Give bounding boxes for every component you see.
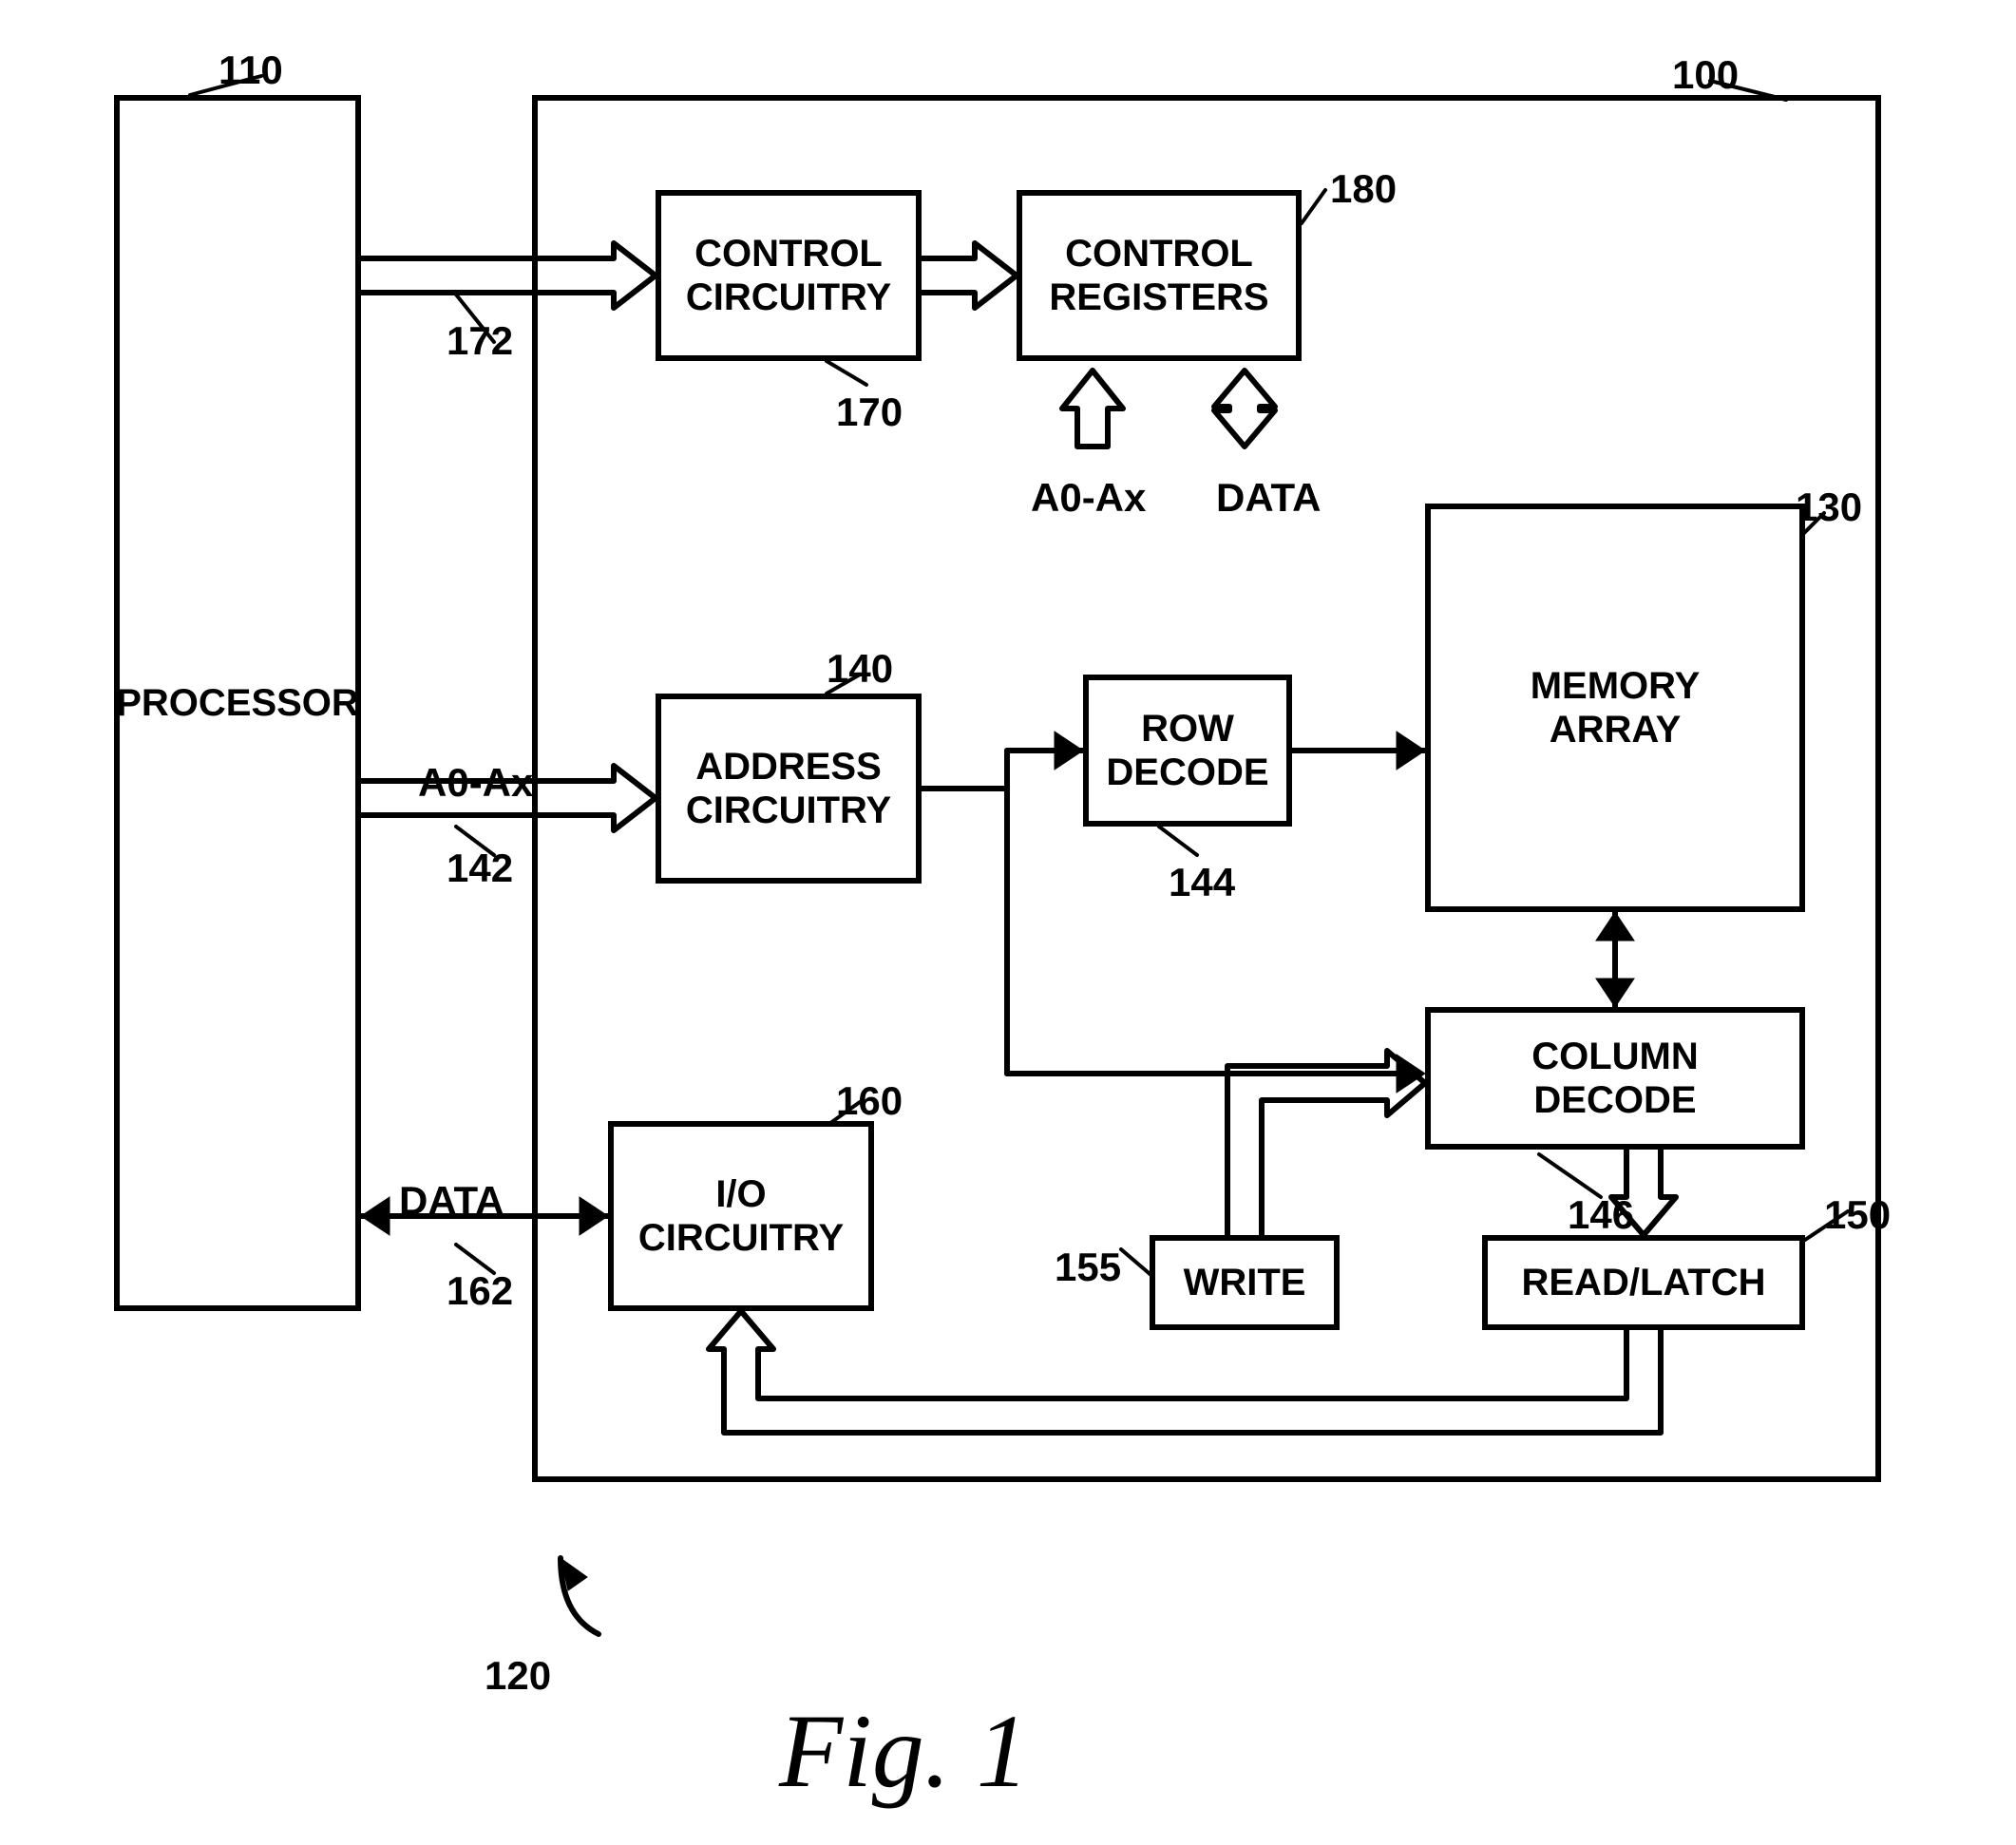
box-label-write: WRITE	[1184, 1261, 1306, 1304]
box-label-read-latch: READ/LATCH	[1521, 1261, 1765, 1304]
label-ref-162: 162	[447, 1268, 513, 1314]
label-ref-110: 110	[219, 48, 283, 93]
box-label-column-decode: COLUMNDECODE	[1531, 1035, 1699, 1122]
label-ref-130: 130	[1796, 485, 1862, 530]
label-ref-140: 140	[827, 646, 893, 692]
box-row-decode: ROWDECODE	[1083, 675, 1292, 827]
label-ref-172: 172	[447, 318, 513, 364]
label-ref-170: 170	[836, 390, 903, 435]
label-ref-100: 100	[1672, 52, 1739, 98]
box-write: WRITE	[1150, 1235, 1340, 1330]
diagram-stage: PROCESSOR CONTROLCIRCUITRY CONTROLREGISTER…	[0, 0, 2016, 1845]
box-column-decode: COLUMNDECODE	[1425, 1007, 1805, 1150]
box-label-control-circuitry: CONTROLCIRCUITRY	[686, 232, 891, 319]
box-io-circuitry: I/OCIRCUITRY	[608, 1121, 874, 1311]
box-processor: PROCESSOR	[114, 95, 361, 1311]
label-ref-120: 120	[485, 1653, 551, 1699]
box-control-circuitry: CONTROLCIRCUITRY	[656, 190, 922, 361]
figure-caption: Fig. 1	[779, 1691, 1029, 1812]
box-label-row-decode: ROWDECODE	[1106, 707, 1268, 794]
label-ref-150: 150	[1824, 1192, 1891, 1238]
box-label-control-registers: CONTROLREGISTERS	[1049, 232, 1268, 319]
box-address-circuitry: ADDRESSCIRCUITRY	[656, 694, 922, 884]
box-control-registers: CONTROLREGISTERS	[1017, 190, 1302, 361]
label-a0ax-ctrl: A0-Ax	[1031, 475, 1146, 521]
box-memory-array: MEMORYARRAY	[1425, 504, 1805, 912]
label-a0ax-addr: A0-Ax	[418, 760, 533, 806]
label-ref-144: 144	[1169, 860, 1235, 905]
label-ref-142: 142	[447, 846, 513, 891]
label-data-ctrl: DATA	[1216, 475, 1321, 521]
box-label-io-circuitry: I/OCIRCUITRY	[638, 1172, 844, 1260]
label-ref-155: 155	[1055, 1245, 1121, 1290]
label-data-io: DATA	[399, 1178, 504, 1224]
label-ref-180: 180	[1330, 166, 1397, 212]
box-read-latch: READ/LATCH	[1482, 1235, 1805, 1330]
label-ref-160: 160	[836, 1078, 903, 1124]
label-ref-146: 146	[1568, 1192, 1634, 1238]
box-label-address-circuitry: ADDRESSCIRCUITRY	[686, 745, 891, 832]
box-label-processor: PROCESSOR	[116, 681, 359, 725]
box-label-memory-array: MEMORYARRAY	[1531, 664, 1701, 751]
